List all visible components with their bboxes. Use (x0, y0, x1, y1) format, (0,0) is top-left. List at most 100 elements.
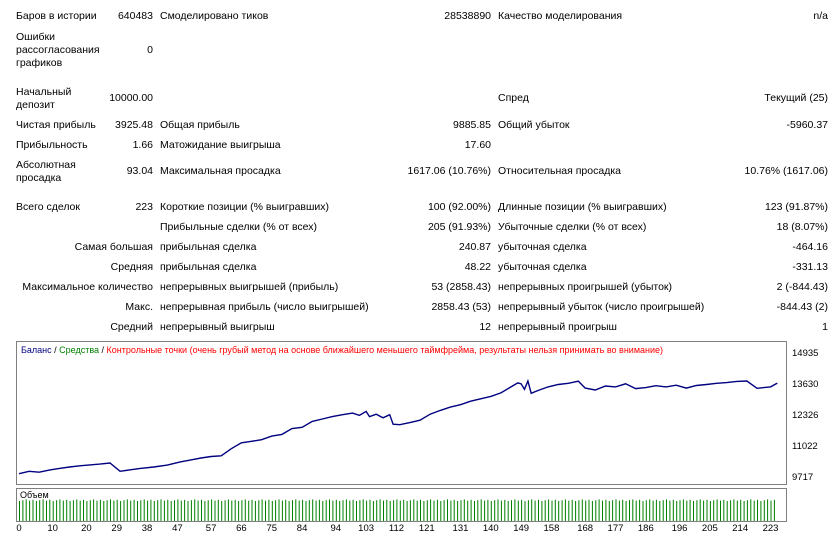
volume-bar (588, 499, 590, 521)
volume-bar (541, 501, 543, 521)
volume-bar (329, 499, 330, 521)
volume-bar (177, 499, 179, 521)
volume-bar (265, 500, 266, 521)
volume-bar (113, 500, 115, 521)
volume-bar (254, 501, 256, 521)
balance-chart-plot (18, 378, 778, 475)
largest-label: Самая большая (74, 241, 153, 253)
volume-bar (703, 500, 705, 521)
x-tick-label: 47 (172, 523, 183, 534)
avg-cons-losses-value: 1 (822, 321, 828, 333)
average-loss-label: убыточная сделка (498, 261, 587, 273)
max-count-label: Максимальное количество (22, 281, 153, 293)
volume-bar (197, 500, 199, 521)
volume-bar (504, 499, 506, 521)
volume-bar (241, 500, 243, 521)
volume-bar (157, 500, 159, 521)
volume-bar (106, 500, 108, 521)
x-tick-label: 121 (418, 523, 435, 534)
volume-bar (389, 501, 391, 521)
volume-bar (201, 499, 202, 521)
volume-bar (406, 501, 408, 521)
volume-bar (79, 500, 81, 521)
volume-bar (409, 500, 411, 521)
net-profit-value: 3925.48 (115, 119, 153, 131)
volume-label: Объем (20, 490, 49, 500)
volume-bar (184, 499, 186, 521)
x-tick-label: 149 (513, 523, 530, 534)
chart-legend: Баланс / Средства / Контрольные точки (о… (21, 345, 663, 355)
volume-bar (423, 501, 425, 521)
volume-bar (322, 501, 324, 521)
volume-bar (430, 499, 432, 521)
volume-bar (484, 500, 486, 521)
volume-bar (672, 499, 674, 521)
volume-bar (126, 499, 128, 521)
volume-bar (339, 501, 341, 521)
expected-payoff-label: Матожидание выигрыша (160, 139, 281, 151)
volume-bar (234, 499, 236, 521)
volume-bar (463, 499, 465, 521)
volume-bar (248, 500, 250, 521)
ticks-label: Смоделировано тиков (160, 10, 269, 22)
volume-bar (625, 501, 627, 521)
x-tick-label: 57 (205, 523, 217, 534)
volume-bar (120, 501, 122, 521)
volume-bar (460, 500, 462, 521)
volume-bar (733, 499, 735, 521)
volume-bar (160, 499, 162, 521)
volume-bar (25, 499, 27, 521)
volume-bar (426, 500, 428, 521)
volume-bar (511, 500, 512, 521)
volume-bar (706, 499, 708, 521)
volume-bar (753, 500, 755, 521)
volume-bar (480, 499, 482, 521)
volume-bar (682, 499, 684, 521)
profit-factor-value: 1.66 (132, 139, 153, 151)
volume-bar (335, 499, 337, 521)
volume-bar (490, 501, 492, 521)
volume-bar (693, 501, 694, 521)
volume-bar (507, 501, 509, 521)
volume-bar (376, 500, 378, 521)
volume-bar (140, 500, 142, 521)
volume-bar (686, 500, 688, 521)
volume-bar (150, 499, 152, 521)
long-positions-value: 123 (91.87%) (764, 201, 828, 213)
x-tick-label: 84 (296, 523, 308, 534)
x-tick-label: 66 (236, 523, 247, 534)
volume-bar (669, 500, 671, 521)
rel-dd-label: Относительная просадка (498, 165, 621, 177)
volume-bar (457, 501, 459, 521)
volume-bar (591, 501, 593, 521)
volume-bar (110, 499, 111, 521)
total-trades-label: Всего сделок (16, 201, 80, 213)
max-dd-value: 1617.06 (10.76%) (407, 165, 491, 177)
volume-bar (527, 500, 529, 521)
balance-series-line (18, 378, 778, 475)
volume-bar (238, 501, 240, 521)
volume-bar (285, 499, 287, 521)
mismatch-value: 0 (147, 44, 153, 56)
volume-bar (608, 501, 610, 521)
volume-bar (308, 500, 310, 521)
volume-bar (325, 500, 327, 521)
volume-bar (521, 499, 523, 521)
y-tick-label: 14935 (792, 348, 819, 359)
avg-cons-losses-label: непрерывный проигрыш (498, 321, 617, 333)
volume-bar (763, 500, 765, 521)
x-tick-label: 205 (701, 523, 718, 534)
volume-bar (767, 499, 769, 521)
volume-bar (467, 500, 469, 521)
volume-bar (130, 500, 132, 521)
volume-bar (447, 499, 448, 521)
volume-bar (224, 500, 226, 521)
gross-profit-label: Общая прибыль (160, 119, 240, 131)
x-tick-label: 196 (671, 523, 688, 534)
largest-profit-label: прибыльная сделка (160, 241, 257, 253)
volume-bar (275, 500, 277, 521)
volume-bar (436, 499, 438, 521)
short-positions-value: 100 (92.00%) (427, 201, 491, 213)
volume-bar (190, 500, 192, 521)
spread-label: Спред (498, 92, 529, 104)
